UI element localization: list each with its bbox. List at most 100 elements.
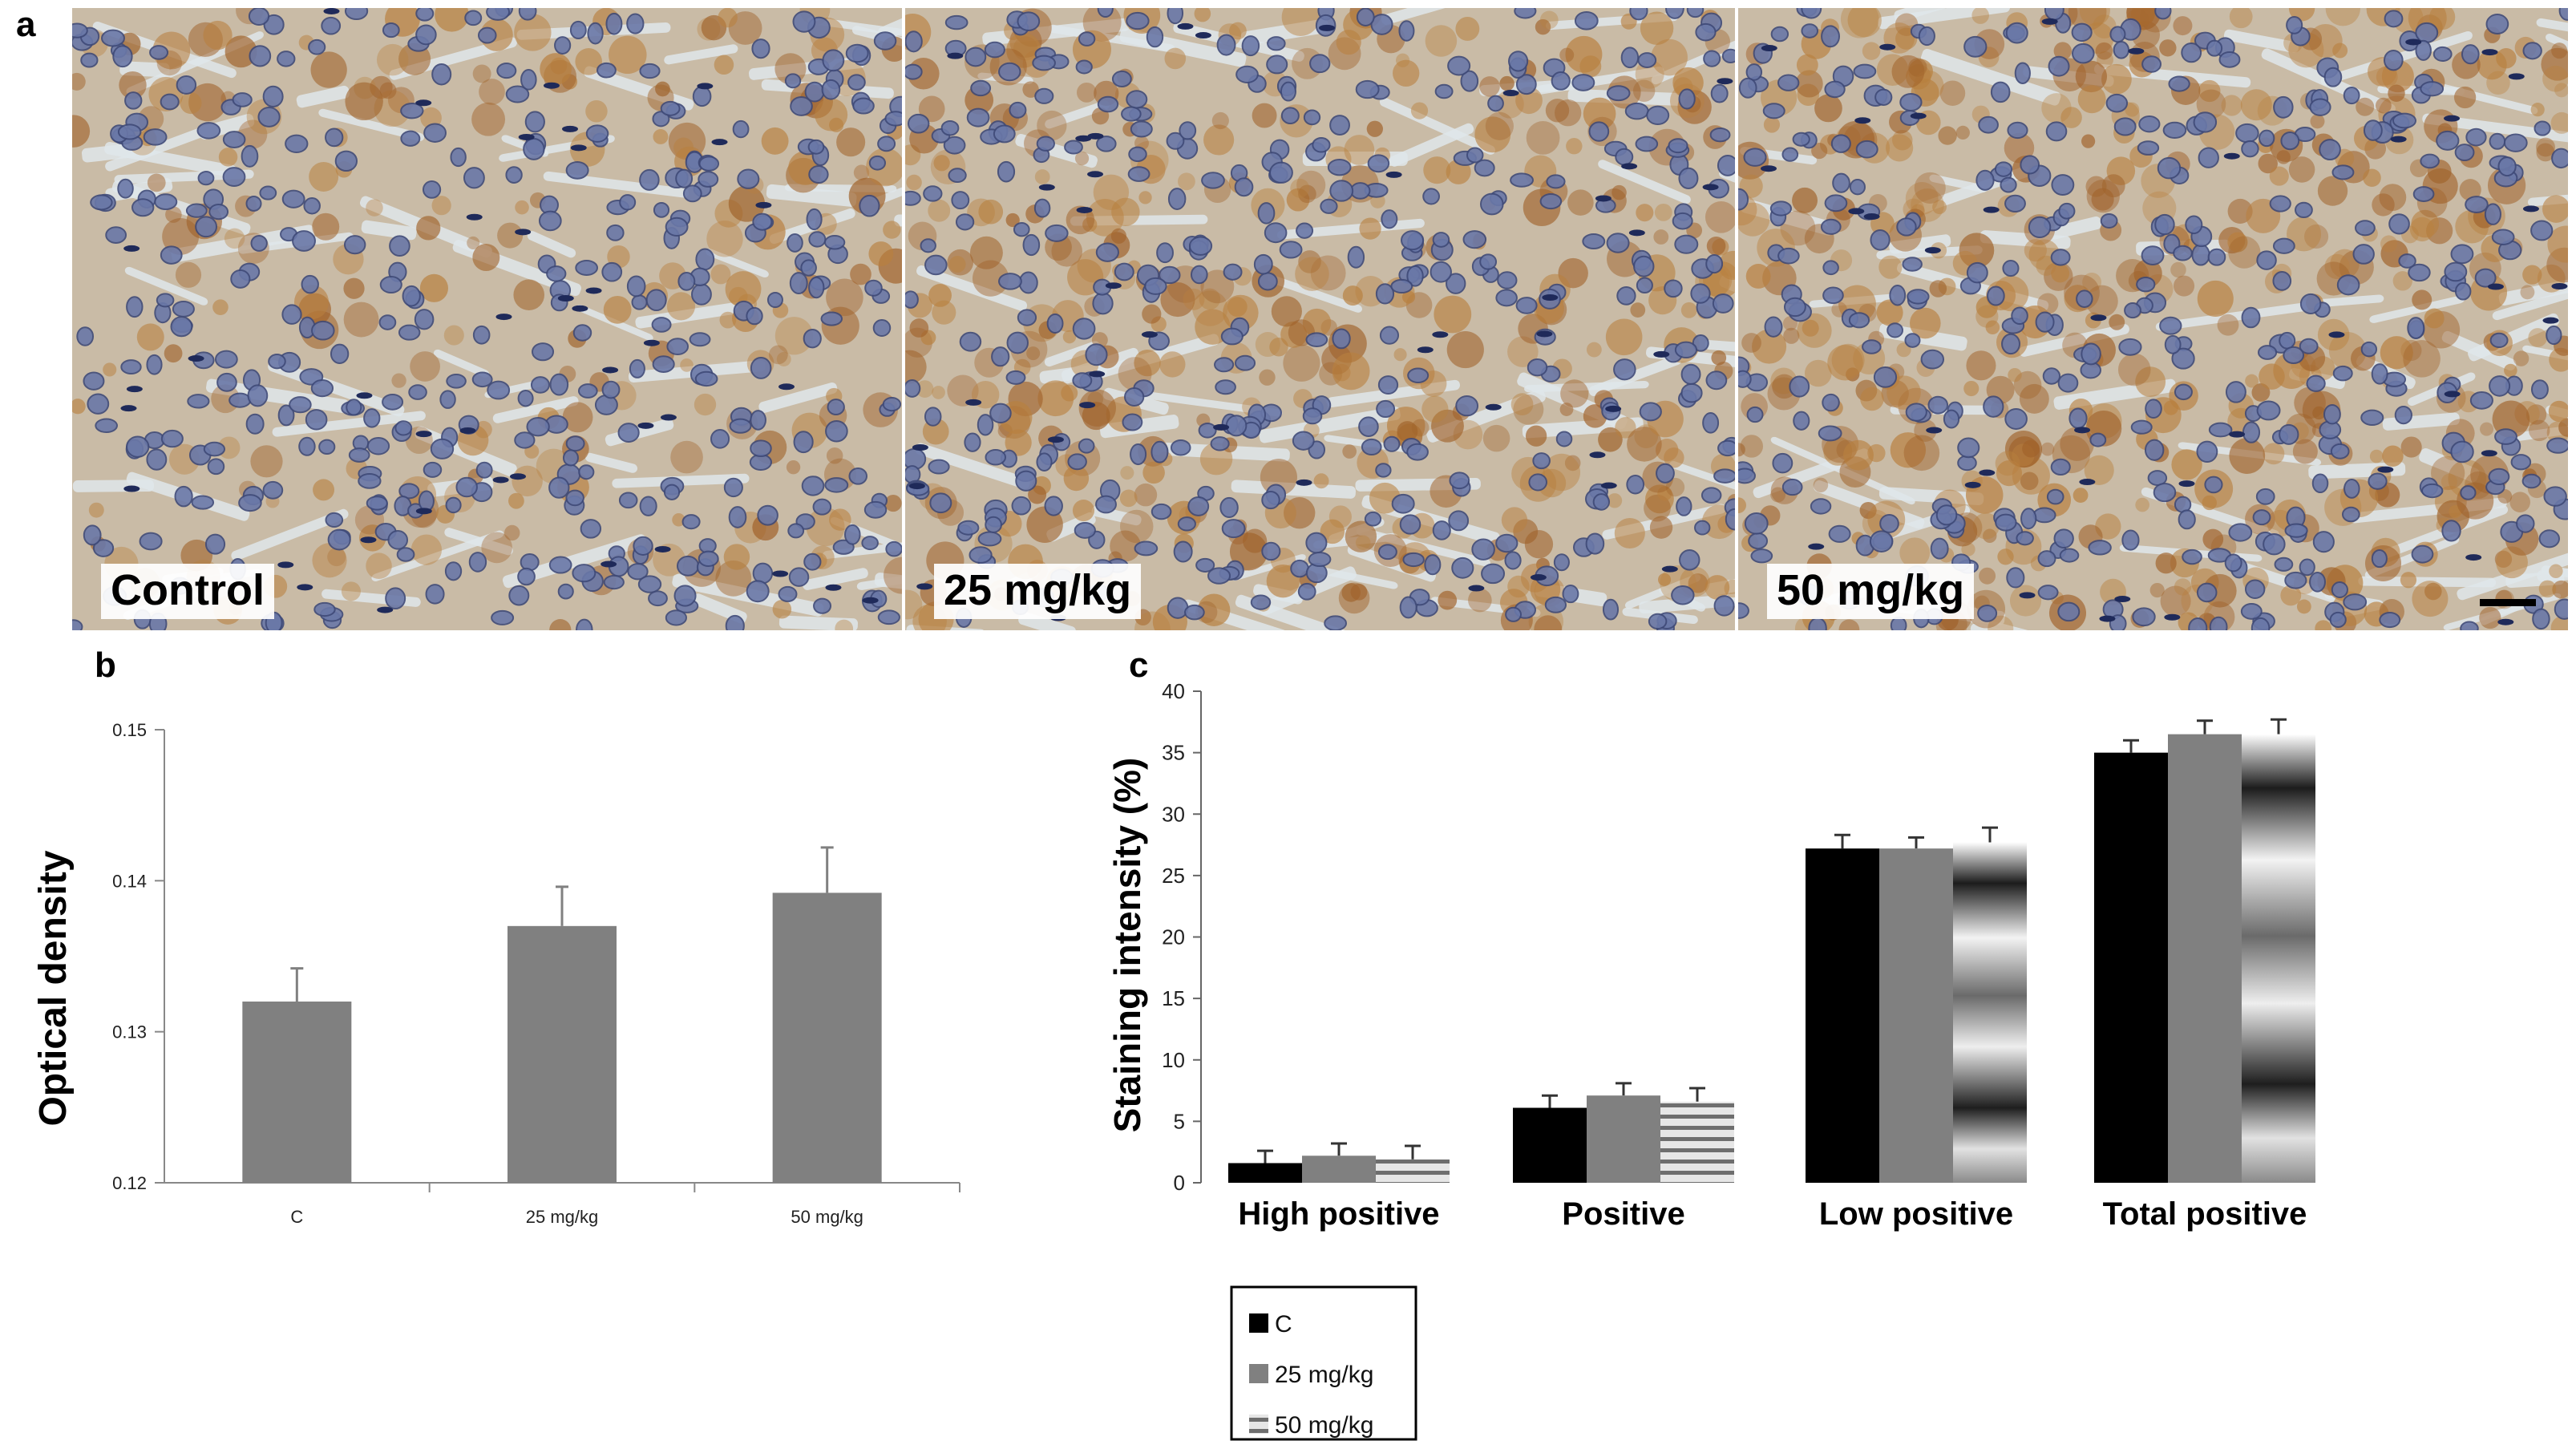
y-tick-label: 35 — [1162, 741, 1185, 765]
sinusoid — [2369, 295, 2465, 323]
nucleus — [569, 20, 587, 40]
nucleus-dense — [1910, 112, 1927, 119]
nucleus — [997, 160, 1016, 183]
nucleus — [2474, 268, 2497, 288]
nucleus-dense — [2522, 205, 2539, 212]
stain-granule — [1120, 466, 1134, 480]
nucleus — [2489, 332, 2509, 349]
nucleus — [2415, 39, 2432, 61]
tissue-image — [905, 8, 1735, 630]
nucleus-dense — [1621, 163, 1638, 170]
nucleus-dense — [1177, 22, 1194, 30]
stain-granule — [2552, 580, 2568, 599]
nucleus — [1890, 616, 1907, 630]
nucleus — [1455, 395, 1479, 417]
stain-granule — [853, 164, 870, 180]
nucleus — [575, 259, 598, 276]
nucleus — [1769, 200, 1792, 217]
nucleus — [2336, 274, 2360, 296]
stain-granule — [2294, 387, 2326, 419]
nucleus — [1466, 147, 1484, 164]
stain-granule — [1796, 54, 1818, 76]
stain-granule — [1355, 535, 1371, 550]
stain-granule — [2221, 95, 2242, 116]
nucleus — [2331, 164, 2355, 180]
stain-granule — [2101, 174, 2125, 198]
nucleus — [2368, 472, 2388, 490]
nucleus — [191, 495, 215, 510]
nucleus — [1266, 55, 1288, 75]
nucleus — [174, 485, 193, 508]
nucleus — [1124, 387, 1145, 407]
nucleus — [358, 472, 382, 489]
nucleus — [1772, 452, 1793, 474]
stain-granule — [2173, 275, 2195, 297]
stain-granule — [1229, 22, 1247, 40]
stain-granule — [1022, 81, 1039, 98]
nucleus-dense — [377, 606, 394, 613]
sinusoid — [871, 179, 902, 206]
nucleus — [2193, 111, 2218, 133]
stain-granule — [1543, 453, 1581, 492]
bar — [1879, 848, 1953, 1183]
nucleus — [1170, 439, 1191, 456]
nucleus — [1480, 192, 1504, 216]
stain-granule — [1724, 579, 1735, 598]
y-tick-label: 30 — [1162, 802, 1185, 826]
stain-granule — [1474, 116, 1511, 153]
nucleus — [2319, 139, 2341, 161]
stain-granule — [836, 127, 866, 157]
stain-granule — [1142, 304, 1162, 324]
nucleus — [2484, 203, 2501, 225]
nucleus — [639, 63, 661, 79]
nucleus — [1085, 343, 1108, 366]
sinusoid — [1015, 133, 1098, 168]
nucleus-dense — [459, 427, 476, 435]
stain-granule — [1110, 228, 1126, 244]
stain-granule — [1063, 465, 1090, 492]
nucleus — [2516, 514, 2535, 533]
stain-granule — [2202, 528, 2224, 550]
nucleus — [1015, 470, 1037, 492]
sinusoid — [2155, 302, 2309, 331]
nucleus — [1571, 74, 1595, 91]
sinusoid — [2441, 330, 2517, 371]
nucleus — [2000, 176, 2017, 193]
stain-granule — [948, 256, 966, 273]
stain-granule — [2325, 8, 2360, 26]
stain-granule — [1876, 299, 1903, 326]
nucleus — [1620, 47, 1640, 69]
stain-granule — [1183, 288, 1205, 310]
nucleus — [1907, 289, 1930, 305]
nucleus — [450, 147, 467, 168]
nucleus — [751, 38, 770, 59]
nucleus — [1990, 81, 2011, 103]
nucleus — [414, 309, 435, 330]
nucleus — [2411, 544, 2434, 564]
stain-granule — [2198, 79, 2221, 103]
nucleus — [1629, 8, 1648, 21]
stain-granule — [2380, 336, 2413, 370]
nucleus — [126, 435, 150, 458]
stain-granule — [1227, 297, 1248, 318]
nucleus — [2412, 186, 2435, 202]
nucleus — [1738, 77, 1757, 99]
nucleus-dense — [1141, 331, 1158, 338]
nucleus-dense — [1628, 229, 1645, 237]
stain-granule — [312, 543, 347, 578]
nucleus — [176, 75, 197, 95]
nucleus — [813, 597, 832, 614]
stain-granule — [2240, 89, 2272, 121]
nucleus — [415, 8, 435, 22]
nucleus — [1406, 265, 1424, 287]
nucleus — [792, 10, 816, 33]
stain-granule — [1636, 204, 1654, 222]
nucleus — [2272, 237, 2295, 254]
stain-granule — [431, 196, 451, 216]
stain-granule — [2163, 400, 2178, 415]
stain-granule — [2082, 272, 2102, 292]
stain-granule — [514, 14, 552, 51]
nucleus — [2454, 144, 2475, 162]
nucleus — [2538, 529, 2560, 548]
nucleus — [682, 184, 702, 203]
